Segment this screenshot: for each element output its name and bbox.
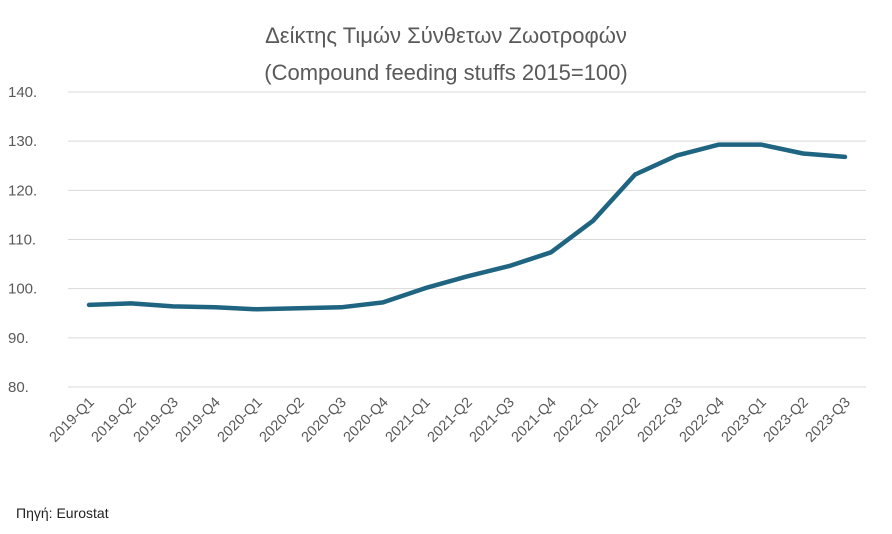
x-tick-label: 2021-Q4 bbox=[509, 395, 560, 446]
y-tick-label: 80. bbox=[8, 379, 29, 396]
x-tick-label: 2020-Q2 bbox=[257, 395, 308, 446]
y-tick-label: 120. bbox=[8, 182, 37, 199]
y-tick-label: 140. bbox=[8, 84, 37, 101]
y-tick-label: 110. bbox=[8, 232, 36, 249]
x-tick-label: 2020-Q4 bbox=[341, 395, 392, 446]
x-tick-label: 2021-Q3 bbox=[467, 395, 518, 446]
series-line bbox=[86, 142, 848, 312]
x-axis-ticks: 2019-Q12019-Q22019-Q32019-Q42020-Q12020-… bbox=[47, 395, 854, 446]
x-tick-label: 2022-Q4 bbox=[677, 395, 728, 446]
x-tick-label: 2021-Q1 bbox=[383, 395, 434, 446]
x-tick-label: 2023-Q3 bbox=[803, 395, 854, 446]
x-tick-label: 2023-Q2 bbox=[761, 395, 812, 446]
chart-title-line-1: Δείκτης Τιμών Σύνθετων Ζωοτροφών bbox=[265, 23, 627, 48]
chart-title-line-2: (Compound feeding stuffs 2015=100) bbox=[264, 60, 627, 85]
x-tick-label: 2019-Q1 bbox=[47, 395, 98, 446]
y-tick-label: 130. bbox=[8, 133, 37, 150]
x-tick-label: 2020-Q1 bbox=[215, 395, 266, 446]
x-tick-label: 2022-Q1 bbox=[551, 395, 602, 446]
x-tick-label: 2020-Q3 bbox=[299, 395, 350, 446]
y-axis-ticks: 80. 90. 100. 110. 120. 130. 140. bbox=[8, 84, 37, 396]
source-note: Πηγή: Eurostat bbox=[16, 505, 109, 521]
x-tick-label: 2021-Q2 bbox=[425, 395, 476, 446]
x-tick-label: 2019-Q3 bbox=[131, 395, 182, 446]
y-tick-label: 90. bbox=[8, 330, 29, 347]
gridlines bbox=[68, 91, 866, 388]
x-tick-label: 2022-Q3 bbox=[635, 395, 686, 446]
x-tick-label: 2022-Q2 bbox=[593, 395, 644, 446]
x-tick-label: 2023-Q1 bbox=[719, 395, 770, 446]
x-tick-label: 2019-Q2 bbox=[89, 395, 140, 446]
x-tick-label: 2019-Q4 bbox=[173, 395, 224, 446]
y-tick-label: 100. bbox=[8, 281, 37, 298]
